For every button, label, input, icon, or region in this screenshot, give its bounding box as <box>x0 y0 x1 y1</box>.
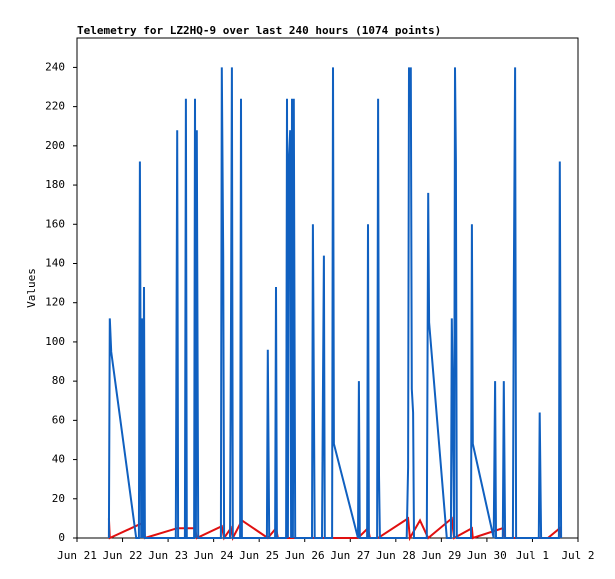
y-tick-label: 100 <box>45 335 65 348</box>
x-tick-label: Jun 24 <box>194 549 234 562</box>
y-tick-label: 240 <box>45 60 65 73</box>
y-tick-label: 160 <box>45 217 65 230</box>
y-tick-label: 20 <box>52 492 65 505</box>
x-tick-label: Jun 27 <box>330 549 370 562</box>
y-tick-label: 200 <box>45 139 65 152</box>
y-tick-label: 80 <box>52 374 65 387</box>
y-tick-label: 180 <box>45 178 65 191</box>
x-tick-label: Jun 22 <box>103 549 143 562</box>
x-tick-label: Jun 26 <box>285 549 325 562</box>
y-axis-label: Values <box>25 268 38 308</box>
x-tick-label: Jun 28 <box>376 549 416 562</box>
y-tick-label: 60 <box>52 413 65 426</box>
x-tick-label: Jul 1 <box>516 549 549 562</box>
y-tick-label: 0 <box>58 531 65 544</box>
x-tick-label: Jun 29 <box>421 549 461 562</box>
y-tick-label: 40 <box>52 453 65 466</box>
y-tick-label: 220 <box>45 100 65 113</box>
x-tick-label: Jun 23 <box>148 549 188 562</box>
x-tick-label: Jun 21 <box>57 549 97 562</box>
x-tick-label: Jun 25 <box>239 549 279 562</box>
y-tick-label: 140 <box>45 256 65 269</box>
x-tick-label: Jul 2 <box>561 549 594 562</box>
chart-title: Telemetry for LZ2HQ-9 over last 240 hour… <box>77 24 441 37</box>
data-line <box>107 67 563 539</box>
y-tick-label: 120 <box>45 296 65 309</box>
x-tick-label: Jun 30 <box>467 549 507 562</box>
